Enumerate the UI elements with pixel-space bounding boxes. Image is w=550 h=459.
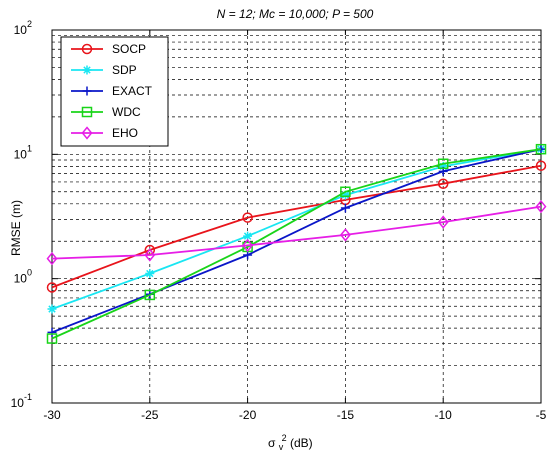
legend-item-sdp: SDP <box>71 63 137 77</box>
data-point-sdp <box>438 161 448 171</box>
data-point-sdp <box>145 269 155 279</box>
legend-label-socp: SOCP <box>112 42 146 56</box>
x-axis-label-unit: (dB) <box>290 436 313 450</box>
data-point-exact <box>47 327 57 337</box>
legend-label-wdc: WDC <box>112 105 141 119</box>
x-tick-label: -20 <box>239 408 257 422</box>
y-tick-label: 101 <box>14 143 32 161</box>
x-tick-label: -25 <box>141 408 159 422</box>
series-wdc <box>46 143 547 344</box>
data-point-eho <box>535 199 547 214</box>
x-tick-label: -10 <box>435 408 453 422</box>
x-tick-label: -5 <box>536 408 547 422</box>
data-point-eho <box>339 228 351 242</box>
x-axis-label: σ v 2 (dB) <box>268 430 313 453</box>
data-point-eho <box>144 248 156 262</box>
legend-item-exact: EXACT <box>71 84 153 98</box>
data-point-eho <box>46 251 58 266</box>
series-sdp <box>47 144 546 314</box>
data-point-wdc <box>144 289 156 301</box>
y-tick-label: 102 <box>14 19 32 37</box>
legend-item-wdc: WDC <box>71 105 141 119</box>
data-point-wdc <box>46 333 58 344</box>
axis-ticks: -30 -25 -20 -15 -10 -5 10-1 100 101 102 <box>11 19 547 422</box>
legend-marker-exact <box>82 86 92 96</box>
data-point-wdc <box>437 158 449 169</box>
x-tick-label: -30 <box>43 408 61 422</box>
legend-item-eho: EHO <box>71 126 138 140</box>
y-axis-label: RMSE (m) <box>9 200 23 256</box>
data-point-socp <box>535 160 547 171</box>
series-eho <box>46 199 547 266</box>
x-tick-label: -15 <box>337 408 355 422</box>
series-line-exact <box>51 148 542 334</box>
legend-label-eho: EHO <box>112 126 138 140</box>
data-point-eho <box>437 215 449 229</box>
plot-area <box>51 29 542 404</box>
legend-marker-wdc <box>81 106 93 118</box>
series-layer <box>46 143 547 344</box>
series-socp <box>46 160 547 293</box>
series-line-eho <box>51 205 542 260</box>
y-tick-label: 100 <box>14 268 32 286</box>
legend-label-exact: EXACT <box>112 84 153 98</box>
x-axis-label-sup: 2 <box>282 433 287 443</box>
data-point-sdp <box>340 190 350 200</box>
series-line-sdp <box>51 148 542 310</box>
series-line-wdc <box>51 148 542 340</box>
x-axis-label-sub: v <box>279 442 284 452</box>
data-point-exact <box>340 203 350 213</box>
legend-item-socp: SOCP <box>71 42 146 56</box>
legend-marker-socp <box>81 43 93 55</box>
data-point-socp <box>437 178 449 189</box>
legend: SOCP SDP EXACT WDC EHO <box>60 36 169 147</box>
data-point-eho <box>242 238 254 253</box>
legend-marker-eho <box>81 126 93 140</box>
data-point-sdp <box>47 304 57 314</box>
chart-title: N = 12; Mc = 10,000; P = 500 <box>217 7 374 21</box>
data-point-wdc <box>340 186 351 198</box>
x-axis-label-base: σ <box>268 436 276 450</box>
data-point-sdp <box>243 231 253 241</box>
data-point-socp <box>46 282 58 293</box>
legend-marker-sdp <box>82 65 92 75</box>
data-point-socp <box>242 212 253 223</box>
y-tick-label: 10-1 <box>11 392 32 410</box>
legend-label-sdp: SDP <box>112 63 137 77</box>
series-line-socp <box>51 164 542 289</box>
data-point-wdc <box>535 143 547 155</box>
